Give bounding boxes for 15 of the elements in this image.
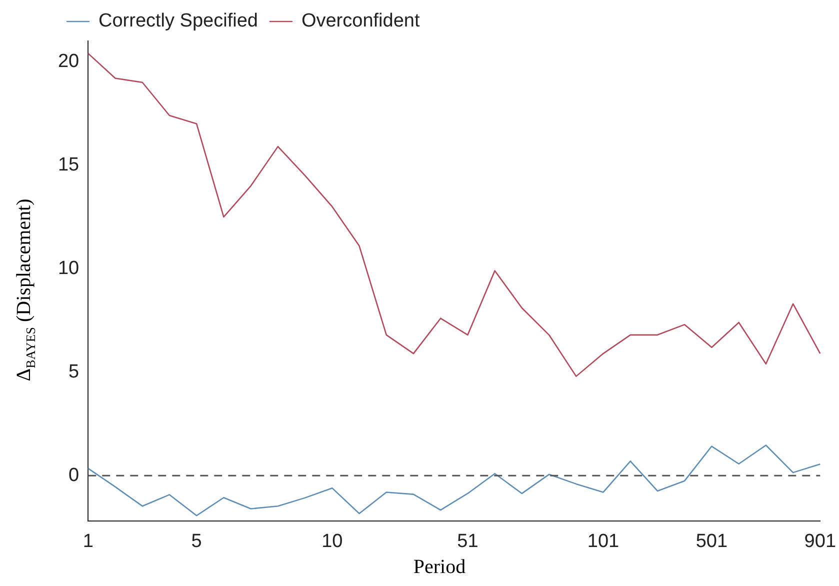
x-tick-label: 51 — [457, 530, 478, 552]
legend-label: Correctly Specified — [98, 10, 258, 32]
y-tick-label: 15 — [58, 154, 80, 176]
legend-label: Overconfident — [301, 10, 420, 32]
x-tick-label: 10 — [322, 530, 343, 552]
y-tick-label: 0 — [68, 464, 80, 486]
x-tick-label: 1 — [82, 530, 94, 552]
y-tick-label: 20 — [58, 50, 80, 72]
x-axis-title: Period — [412, 556, 467, 579]
y-tick-label: 10 — [58, 258, 80, 279]
x-tick-label: 501 — [696, 530, 728, 552]
x-tick-label: 901 — [804, 530, 836, 552]
x-tick-label: 101 — [587, 530, 620, 552]
y-tick-label: 5 — [68, 361, 80, 382]
x-tick-label: 5 — [191, 530, 202, 552]
